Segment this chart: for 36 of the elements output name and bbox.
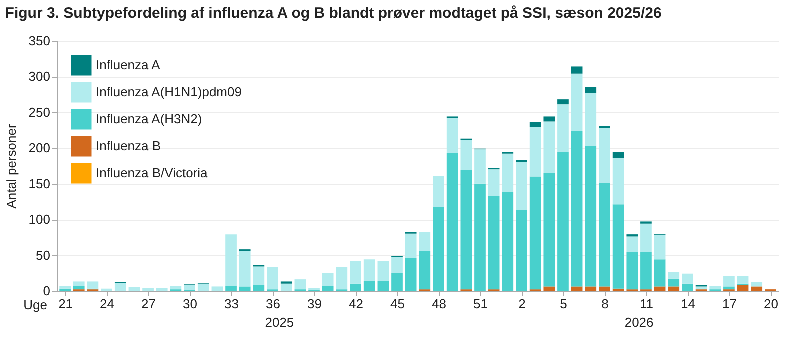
legend-label: Influenza B/Victoria [96,166,209,180]
x-tick-label: 39 [308,296,322,312]
x-tick-label: 36 [266,296,281,312]
x-tick-label: 2 [518,296,526,312]
legend-label: Influenza A(H3N2) [96,112,202,126]
y-tick-label: 300 [28,69,50,84]
legend-label: Influenza A(H1N1)pdm09 [96,84,242,100]
x-tick-label: 45 [390,296,405,312]
legend-label: Influenza B [96,138,162,154]
y-tick-label: 250 [28,104,50,120]
x-tick-label: 14 [680,296,696,312]
y-tick-label: 200 [28,140,50,156]
y-tick-label: 150 [28,176,50,192]
x-tick-label: 24 [100,296,115,312]
x-tick-label: 48 [432,296,446,312]
chart-title: Figur 3. Subtypefordeling af influenza A og B blandt prøver modtaget på SSI, sæson 2025/26 [5,5,662,22]
y-tick-label: 0 [43,284,50,298]
x-tick-label: 17 [722,296,737,312]
legend-label: Influenza A [96,58,161,72]
text: 2025 [265,315,294,330]
x-axis-title: Uge [24,298,48,312]
x-tick-label: 27 [142,296,156,312]
text: 2026 [624,315,654,330]
x-tick-label: 20 [764,296,778,312]
x-tick-label: 8 [602,296,609,312]
x-tick-label: 51 [474,296,488,312]
y-tick-label: 100 [28,212,50,228]
x-tick-label: 33 [224,296,240,312]
y-tick-label: 50 [36,248,50,263]
y-tick-label: 350 [28,34,50,48]
x-tick-label: 11 [640,296,654,312]
y-axis-title: Antal personer [4,124,19,209]
x-tick-label: 42 [349,296,364,312]
x-tick-label: 21 [58,296,74,312]
x-tick-label: 5 [560,296,568,312]
x-tick-label: 30 [183,296,198,312]
